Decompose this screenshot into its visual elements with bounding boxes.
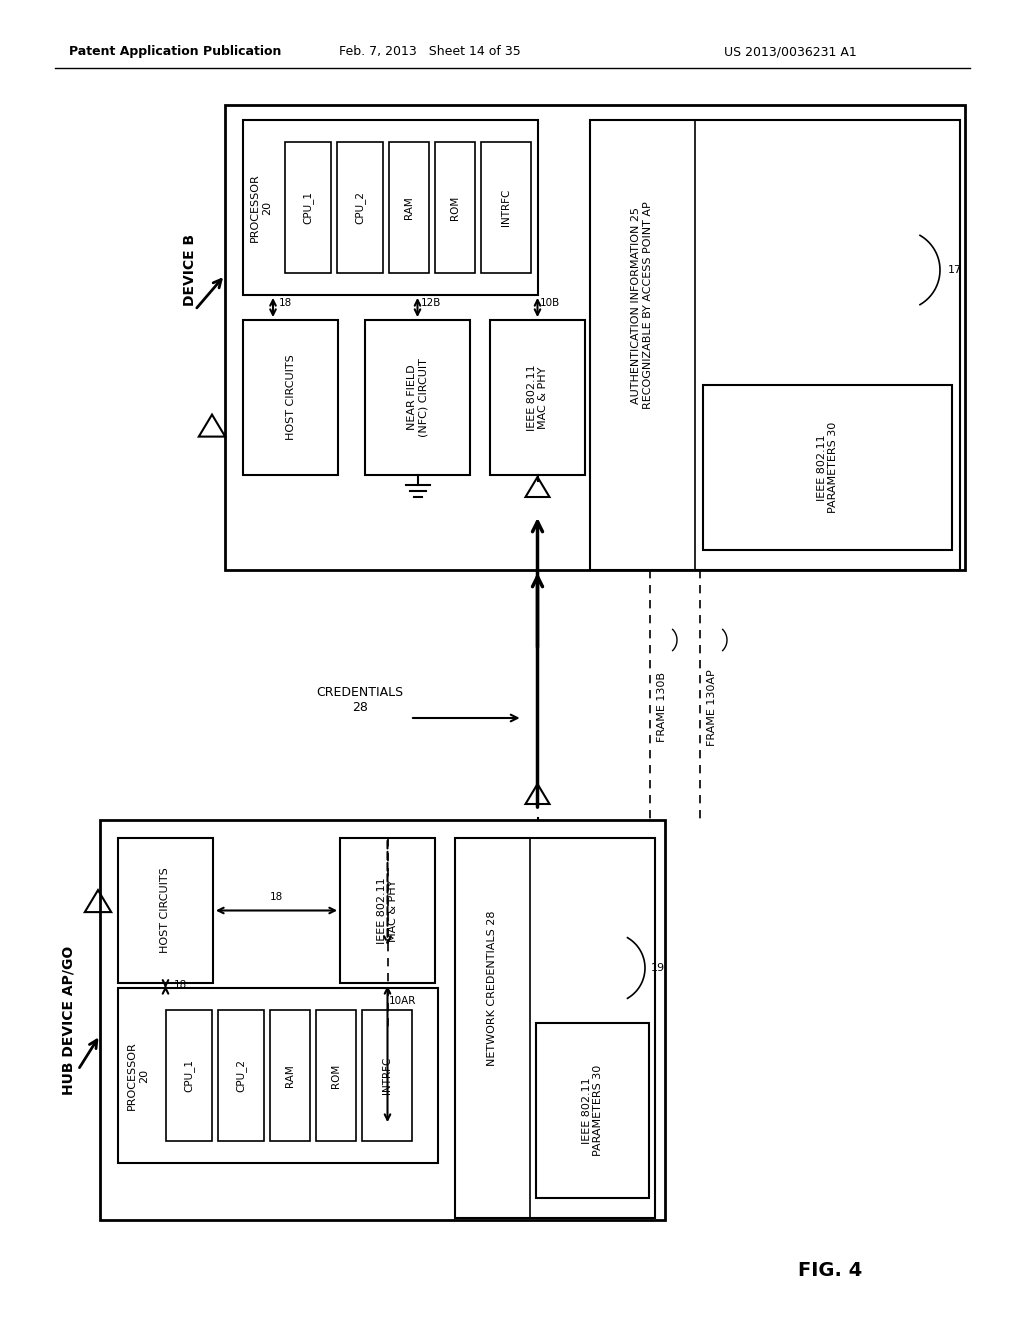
Text: 18: 18 bbox=[270, 891, 283, 902]
Text: IEEE 802.11
MAC & PHY: IEEE 802.11 MAC & PHY bbox=[377, 878, 398, 944]
Bar bbox=[225, 106, 965, 570]
Text: CREDENTIALS
28: CREDENTIALS 28 bbox=[316, 686, 403, 714]
Text: CPU_2: CPU_2 bbox=[354, 191, 366, 224]
Text: US 2013/0036231 A1: US 2013/0036231 A1 bbox=[724, 45, 856, 58]
Bar bbox=[365, 319, 470, 475]
Text: 12B: 12B bbox=[421, 298, 441, 308]
Text: INTRFC: INTRFC bbox=[501, 189, 511, 226]
Text: 10B: 10B bbox=[540, 298, 560, 308]
Text: RAM: RAM bbox=[404, 197, 414, 219]
Text: HOST CIRCUITS: HOST CIRCUITS bbox=[286, 355, 296, 441]
Bar bbox=[243, 319, 338, 475]
Bar bbox=[340, 838, 435, 983]
Text: FRAME 130AP: FRAME 130AP bbox=[707, 669, 717, 746]
Text: 18: 18 bbox=[279, 298, 292, 308]
Text: FRAME 130B: FRAME 130B bbox=[657, 672, 667, 742]
Text: 18: 18 bbox=[174, 981, 187, 990]
Bar bbox=[270, 1010, 310, 1140]
Text: CPU_1: CPU_1 bbox=[183, 1059, 195, 1092]
Bar bbox=[455, 838, 655, 1218]
Text: HUB DEVICE AP/GO: HUB DEVICE AP/GO bbox=[61, 945, 75, 1094]
Text: CPU_2: CPU_2 bbox=[236, 1059, 247, 1092]
Text: ROM: ROM bbox=[331, 1064, 341, 1088]
Text: NETWORK CREDENTIALS 28: NETWORK CREDENTIALS 28 bbox=[487, 911, 497, 1065]
Bar bbox=[490, 319, 585, 475]
Bar bbox=[316, 1010, 356, 1140]
Bar bbox=[362, 1010, 412, 1140]
Bar bbox=[536, 1023, 649, 1199]
Text: RAM: RAM bbox=[285, 1064, 295, 1086]
Text: DEVICE B: DEVICE B bbox=[183, 234, 197, 306]
Bar bbox=[389, 143, 429, 273]
Text: CPU_1: CPU_1 bbox=[302, 191, 313, 224]
Text: INTRFC: INTRFC bbox=[382, 1057, 392, 1094]
Text: PROCESSOR
20: PROCESSOR 20 bbox=[127, 1041, 148, 1110]
Text: IEEE 802.11
MAC & PHY: IEEE 802.11 MAC & PHY bbox=[526, 364, 548, 430]
Text: FIG. 4: FIG. 4 bbox=[798, 1261, 862, 1279]
Text: HOST CIRCUITS: HOST CIRCUITS bbox=[161, 867, 171, 953]
Bar bbox=[285, 143, 331, 273]
Text: 17: 17 bbox=[948, 265, 963, 275]
Text: Patent Application Publication: Patent Application Publication bbox=[69, 45, 282, 58]
Text: Feb. 7, 2013   Sheet 14 of 35: Feb. 7, 2013 Sheet 14 of 35 bbox=[339, 45, 521, 58]
Text: 10AR: 10AR bbox=[389, 997, 416, 1006]
Text: IEEE 802.11
PARAMETERS 30: IEEE 802.11 PARAMETERS 30 bbox=[582, 1065, 603, 1156]
Bar bbox=[100, 820, 665, 1220]
Bar bbox=[703, 385, 952, 550]
Text: NEAR FIELD
(NFC) CIRCUIT: NEAR FIELD (NFC) CIRCUIT bbox=[407, 358, 428, 437]
Bar bbox=[435, 143, 475, 273]
Text: 19: 19 bbox=[651, 964, 665, 973]
Bar bbox=[118, 987, 438, 1163]
Bar bbox=[590, 120, 961, 570]
Bar bbox=[337, 143, 383, 273]
Bar bbox=[243, 120, 538, 294]
Bar bbox=[166, 1010, 212, 1140]
Text: AUTHENTICATION INFORMATION 25
RECOGNIZABLE BY ACCESS POINT AP: AUTHENTICATION INFORMATION 25 RECOGNIZAB… bbox=[631, 201, 653, 409]
Text: PROCESSOR
20: PROCESSOR 20 bbox=[250, 173, 271, 242]
Bar bbox=[218, 1010, 264, 1140]
Bar bbox=[118, 838, 213, 983]
Bar bbox=[481, 143, 531, 273]
Text: IEEE 802.11
PARAMETERS 30: IEEE 802.11 PARAMETERS 30 bbox=[817, 422, 839, 513]
Text: ROM: ROM bbox=[450, 195, 460, 219]
